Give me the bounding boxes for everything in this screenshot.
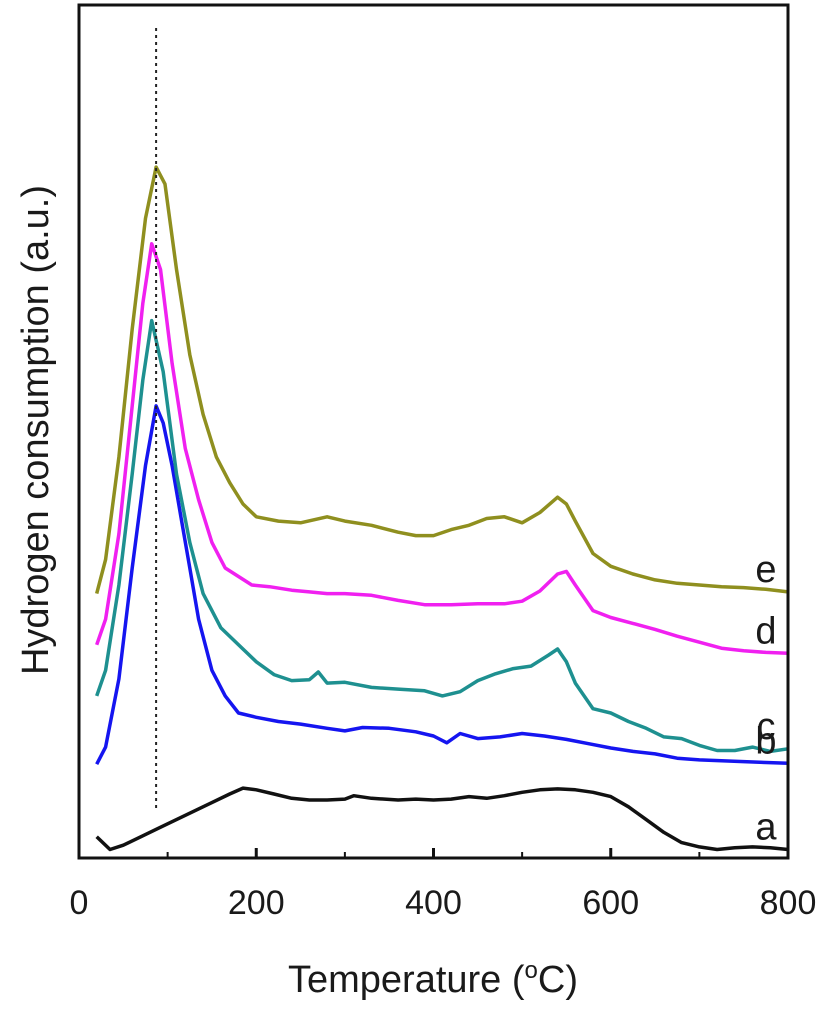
curve-label-e: e — [755, 549, 776, 591]
series-line-a — [95, 786, 789, 852]
series-line-c — [95, 318, 789, 754]
x-tick-label: 400 — [405, 884, 462, 922]
curve-label-a: a — [755, 806, 777, 848]
curve-label-c: c — [757, 706, 776, 748]
series-line-b — [95, 404, 789, 766]
x-tick-label: 200 — [228, 884, 285, 922]
series-line-d — [95, 242, 789, 656]
curve-label-d: d — [755, 610, 776, 652]
x-ticks: 0 200 400 600 800 — [70, 848, 817, 922]
x-tick-label: 600 — [582, 884, 639, 922]
plot-curves — [95, 165, 789, 852]
series-line-e — [95, 165, 789, 595]
x-axis-title: Temperature (oC) — [288, 957, 578, 1001]
x-tick-label: 800 — [760, 884, 817, 922]
curve-label-b: b — [755, 720, 776, 762]
curve-labels: a bc de — [755, 549, 777, 849]
plot-frame — [77, 3, 790, 860]
x-tick-label: 0 — [70, 884, 89, 922]
y-axis-title: Hydrogen consumption (a.u.) — [15, 185, 57, 675]
